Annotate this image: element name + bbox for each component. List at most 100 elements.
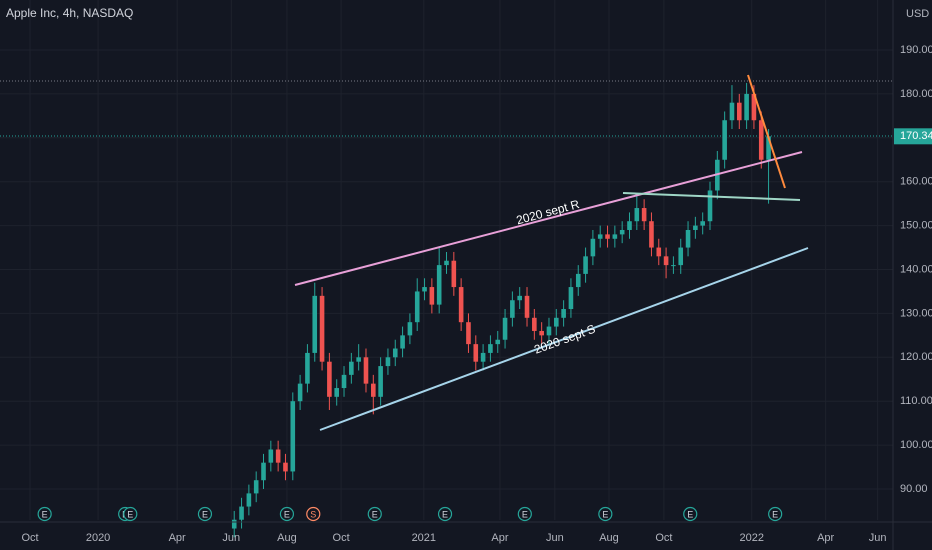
event-label: E bbox=[442, 509, 448, 519]
candle-body bbox=[356, 357, 361, 362]
candle-body bbox=[400, 335, 405, 349]
last-price-box bbox=[894, 128, 932, 145]
candle-body bbox=[700, 221, 705, 226]
candle-body bbox=[605, 234, 610, 239]
x-tick-label: Jun bbox=[546, 532, 564, 544]
candle-body bbox=[414, 291, 420, 323]
chart-title: Apple Inc, 4h, NASDAQ bbox=[6, 6, 133, 20]
candle-body bbox=[363, 357, 369, 384]
candle-body bbox=[275, 449, 281, 463]
candle-body bbox=[341, 374, 347, 389]
candle-body bbox=[261, 462, 266, 481]
candle-body bbox=[451, 260, 457, 288]
x-tick-label: Oct bbox=[655, 532, 672, 544]
x-tick-label: Jun bbox=[869, 532, 887, 544]
candle-body bbox=[371, 383, 376, 397]
candle-body bbox=[378, 366, 383, 397]
event-marker bbox=[517, 506, 532, 522]
event-label: E bbox=[42, 509, 48, 519]
event-marker bbox=[598, 506, 613, 522]
candle-body bbox=[422, 287, 427, 292]
candle-body bbox=[524, 295, 530, 318]
candle-body bbox=[532, 317, 537, 331]
candle-body bbox=[744, 93, 749, 121]
candle-body bbox=[239, 506, 244, 520]
price-axis bbox=[893, 0, 932, 550]
candle-body bbox=[444, 260, 449, 266]
candle-body bbox=[561, 309, 566, 318]
event-marker bbox=[123, 506, 138, 522]
event-marker bbox=[197, 506, 213, 522]
x-tick-label: Apr bbox=[169, 532, 186, 544]
x-tick-label: Apr bbox=[817, 532, 834, 544]
event-marker bbox=[768, 506, 783, 522]
candle-body bbox=[290, 401, 296, 472]
y-tick-label: 120.00 bbox=[900, 351, 932, 363]
candle-body bbox=[553, 317, 559, 327]
x-tick-label: Apr bbox=[491, 532, 508, 544]
candle-body bbox=[231, 519, 237, 529]
grid bbox=[0, 0, 893, 520]
event-label: E bbox=[127, 509, 133, 519]
horizontal-line bbox=[622, 192, 801, 201]
candle-body bbox=[253, 480, 259, 494]
candle-body bbox=[627, 221, 632, 230]
x-tick-label: Oct bbox=[333, 532, 350, 544]
y-tick-label: 100.00 bbox=[900, 439, 932, 451]
candle-body bbox=[495, 339, 501, 345]
candle-body bbox=[729, 102, 735, 121]
x-tick-label: Aug bbox=[599, 532, 619, 544]
currency-label: USD bbox=[906, 8, 929, 20]
y-tick-label: 110.00 bbox=[900, 395, 932, 407]
axes: 90.00 100.00 110.00 120.00 130.00 140.00 150.0… bbox=[21, 44, 932, 544]
candle-body bbox=[488, 344, 493, 353]
last-price-label: 170.34 bbox=[900, 130, 932, 142]
candle-body bbox=[283, 462, 288, 472]
candle-body bbox=[575, 273, 581, 288]
event-marker bbox=[683, 506, 698, 522]
candle-body bbox=[539, 330, 544, 336]
candle-body bbox=[466, 322, 471, 345]
candle-body bbox=[297, 383, 303, 402]
candle-body bbox=[517, 295, 522, 301]
candle-body bbox=[685, 229, 691, 248]
support-line bbox=[319, 247, 809, 431]
candle-body bbox=[758, 120, 764, 160]
candle-body bbox=[634, 208, 640, 222]
candle-body bbox=[707, 190, 713, 222]
candle-body bbox=[319, 295, 325, 362]
candle-body bbox=[693, 225, 698, 230]
candle-body bbox=[349, 361, 354, 375]
candle-body bbox=[641, 208, 647, 222]
y-tick-label: 190.00 bbox=[900, 44, 932, 56]
candle-body bbox=[268, 449, 274, 463]
y-tick-label: 150.00 bbox=[900, 220, 932, 232]
y-tick-label: 130.00 bbox=[900, 307, 932, 319]
candle-body bbox=[656, 247, 662, 257]
candle-body bbox=[751, 93, 757, 121]
candle-body bbox=[722, 120, 727, 160]
candle-body bbox=[663, 256, 669, 266]
candles bbox=[231, 82, 771, 538]
event-label: E bbox=[687, 509, 693, 519]
candle-body bbox=[583, 256, 588, 274]
x-tick-label: Aug bbox=[277, 532, 297, 544]
event-marker bbox=[37, 506, 52, 522]
candle-body bbox=[327, 361, 332, 397]
x-tick-label: 2020 bbox=[86, 532, 110, 544]
candle-body bbox=[502, 317, 508, 340]
x-tick-label: Oct bbox=[21, 532, 38, 544]
candle-body bbox=[766, 136, 771, 160]
downtrend-line bbox=[747, 74, 786, 189]
candle-body bbox=[392, 348, 398, 358]
candle-body bbox=[473, 344, 479, 362]
candle-body bbox=[510, 300, 515, 318]
candle-body bbox=[407, 322, 413, 336]
candle-body bbox=[305, 352, 310, 384]
event-label: E bbox=[772, 509, 778, 519]
candle-body bbox=[385, 357, 391, 367]
candle-body bbox=[246, 493, 252, 507]
candle-body bbox=[736, 102, 742, 121]
